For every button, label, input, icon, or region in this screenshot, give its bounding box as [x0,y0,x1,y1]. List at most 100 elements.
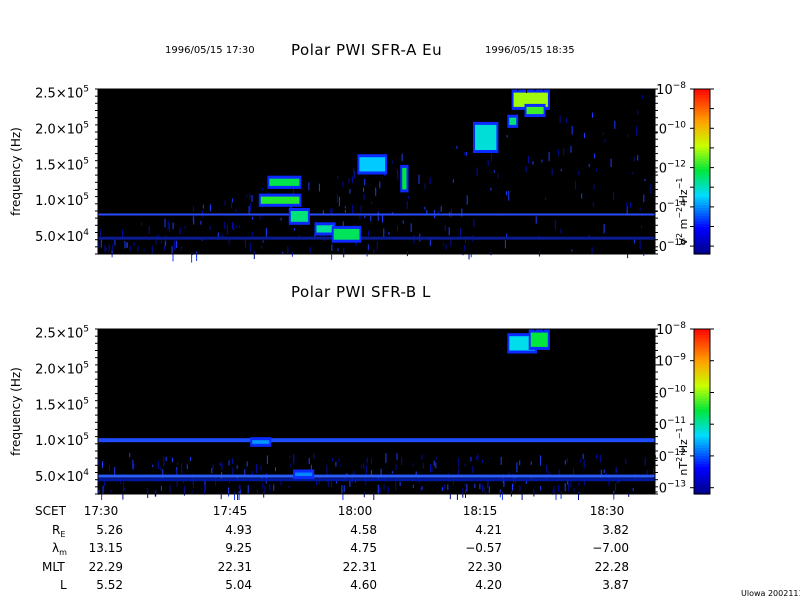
colorbar-segment [694,353,710,358]
re-value: 4.58 [350,523,377,537]
colorbar-segment [694,340,710,344]
colorbar-segment [694,160,710,164]
noise-pixel [460,228,461,238]
noise-pixel [212,464,214,470]
noise-pixel [250,203,252,212]
noise-pixel [123,482,125,492]
noise-pixel [397,170,399,180]
noise-pixel [349,188,351,194]
noise-pixel [588,163,590,167]
colorbar-segment [694,403,710,407]
colorbar-segment [694,411,710,415]
noise-pixel [236,465,238,469]
noise-pixel [435,457,437,460]
colorbar-segment [694,408,710,413]
noise-pixel [594,153,596,159]
noise-pixel [289,455,291,458]
colorbar-segment [694,452,710,457]
noise-pixel [628,492,630,497]
noise-pixel [450,237,452,247]
noise-pixel [363,187,364,192]
y-tick-label: 2.0×105 [35,121,89,138]
noise-pixel [385,453,387,463]
colorbar-segment [694,491,710,495]
colorbar-segment [694,381,710,385]
noise-pixel [584,132,585,138]
noise-pixel [633,156,635,162]
noise-pixel [98,241,100,248]
noise-pixel [639,208,641,211]
colorbar-segment [694,370,710,374]
colorbar-segment [694,146,710,151]
row-label-re: RE [52,523,66,539]
noise-pixel [282,252,284,255]
noise-pixel [488,486,490,493]
noise-pixel [627,134,629,138]
l-value: 5.52 [96,578,123,592]
noise-pixel [424,206,426,210]
noise-pixel [173,237,175,246]
noise-pixel [359,214,361,220]
noise-pixel [464,245,466,251]
noise-pixel [614,120,616,129]
noise-pixel [193,216,195,225]
noise-pixel [539,455,541,466]
noise-pixel [114,237,116,246]
noise-pixel [402,220,404,224]
colorbar-segment [694,378,710,382]
noise-pixel [237,492,239,500]
noise-pixel [497,173,499,178]
colorbar-segment [694,441,710,446]
colorbar-segment [694,91,710,96]
noise-pixel [506,135,508,138]
noise-pixel [415,471,417,476]
noise-pixel [232,467,234,476]
noise-pixel [376,241,378,251]
noise-pixel [380,468,382,477]
noise-pixel [570,480,572,488]
noise-pixel [124,241,126,249]
colorbar-segment [694,392,710,396]
noise-pixel [160,485,162,491]
noise-pixel [397,226,398,231]
noise-pixel [280,480,282,486]
noise-pixel [410,223,412,232]
noise-pixel [109,465,110,472]
colorbar-segment [694,384,710,388]
noise-pixel [155,236,157,245]
noise-pixel [360,205,362,213]
scet-value: 18:30 [589,504,625,518]
noise-pixel [328,480,330,488]
noise-pixel [232,222,233,230]
colorbar-segment [694,138,710,142]
interference-line [98,236,655,240]
interference-line [98,474,655,478]
colorbar-segment [694,100,710,104]
colorbar-frame [693,328,711,495]
noise-pixel [578,171,580,176]
plot-frame [97,328,656,495]
noise-pixel [171,246,173,255]
row-label-mlt: MLT [42,560,65,574]
colorbar-segment [694,351,710,355]
colorbar-segment [694,215,710,219]
noise-pixel [147,488,149,498]
colorbar-segment [694,237,710,241]
noise-pixel [256,489,258,495]
panel-a-title: Polar PWI SFR-A Eu [291,41,443,59]
noise-pixel [514,476,516,480]
noise-pixel [571,249,573,252]
noise-pixel [137,246,139,250]
colorbar-segment [694,97,710,101]
noise-pixel [108,245,110,253]
noise-pixel [310,464,312,474]
colorbar-segment [694,488,710,492]
noise-pixel [246,461,248,467]
colorbar-segment [694,207,710,211]
noise-pixel [583,459,585,469]
noise-pixel [342,494,344,500]
noise-pixel [179,227,181,234]
noise-pixel [219,463,221,466]
noise-pixel [228,239,230,245]
noise-pixel [261,476,263,480]
